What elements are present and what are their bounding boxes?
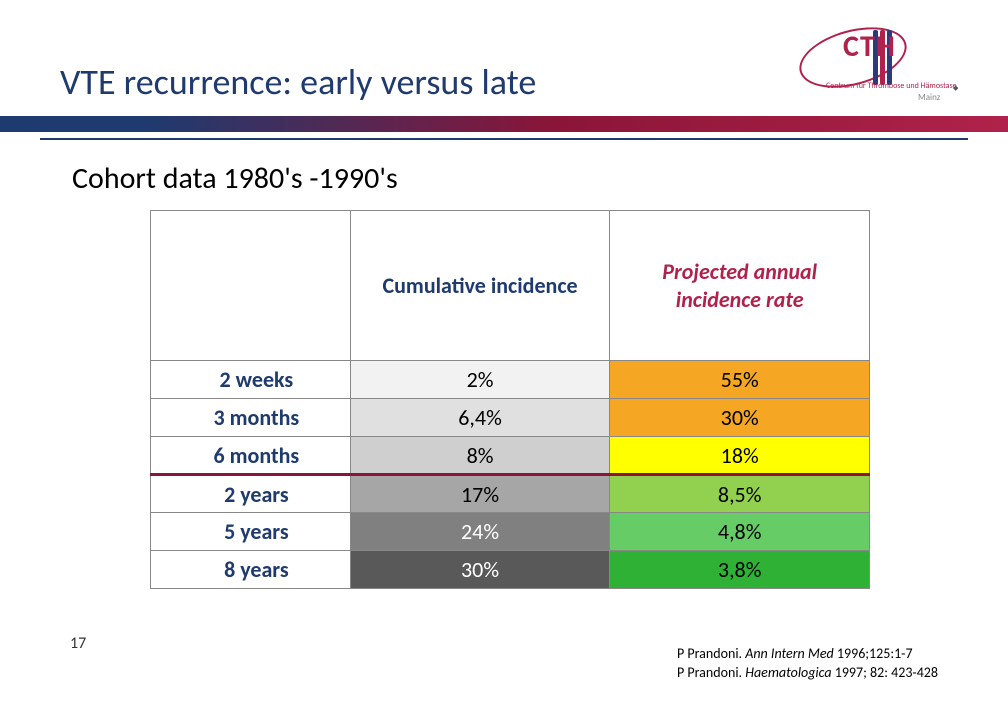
cell-projected-annual-rate: 4,8% (610, 513, 870, 551)
row-label: 2 years (151, 475, 351, 513)
table-header-blank (151, 211, 351, 361)
table-row: 5 years24%4,8% (151, 513, 870, 551)
references: P Prandoni. Ann Intern Med 1996;125:1-7 … (677, 645, 938, 683)
table-header-projected-annual-rate: Projected annual incidence rate (610, 211, 870, 361)
table-body: 2 weeks2%55%3 months6,4%30%6 months8%18%… (151, 361, 870, 589)
row-label: 8 years (151, 551, 351, 589)
reference-line: P Prandoni. Ann Intern Med 1996;125:1-7 (677, 645, 938, 664)
table-header-row: Cumulative incidence Projected annual in… (151, 211, 870, 361)
title-underline-bar (0, 116, 1008, 132)
cell-cumulative-incidence: 17% (350, 475, 610, 513)
title-underline-thin (40, 138, 968, 140)
table-row: 2 weeks2%55% (151, 361, 870, 399)
cell-projected-annual-rate: 3,8% (610, 551, 870, 589)
cell-cumulative-incidence: 6,4% (350, 399, 610, 437)
cell-projected-annual-rate: 8,5% (610, 475, 870, 513)
cell-cumulative-incidence: 2% (350, 361, 610, 399)
cth-logo: CTH Centrum für Thrombose und Hämostase … (748, 20, 978, 100)
recurrence-table: Cumulative incidence Projected annual in… (150, 210, 870, 589)
cell-projected-annual-rate: 18% (610, 437, 870, 475)
pair-line2: incidence rate (676, 286, 804, 313)
table-row: 3 months6,4%30% (151, 399, 870, 437)
row-label: 6 months (151, 437, 351, 475)
logo-partner-icon: ◆ (953, 84, 993, 91)
reference-line: P Prandoni. Haematologica 1997; 82: 423-… (677, 664, 938, 683)
logo-acronym: CTH (843, 28, 896, 65)
table-row: 8 years30%3,8% (151, 551, 870, 589)
table-header-cumulative-incidence: Cumulative incidence (350, 211, 610, 361)
table-row: 6 months8%18% (151, 437, 870, 475)
cell-cumulative-incidence: 30% (350, 551, 610, 589)
cell-projected-annual-rate: 55% (610, 361, 870, 399)
slide-subtitle: Cohort data 1980's -1990's (72, 160, 398, 197)
cell-projected-annual-rate: 30% (610, 399, 870, 437)
cell-cumulative-incidence: 8% (350, 437, 610, 475)
logo-subtitle: Centrum für Thrombose und Hämostase (826, 82, 957, 91)
row-label: 3 months (151, 399, 351, 437)
table-row: 2 years17%8,5% (151, 475, 870, 513)
pair-line1: Projected annual (662, 258, 817, 285)
page-number: 17 (70, 634, 86, 653)
logo-city: Mainz (918, 92, 940, 103)
row-label: 2 weeks (151, 361, 351, 399)
cell-cumulative-incidence: 24% (350, 513, 610, 551)
row-label: 5 years (151, 513, 351, 551)
slide-title: VTE recurrence: early versus late (60, 60, 536, 104)
